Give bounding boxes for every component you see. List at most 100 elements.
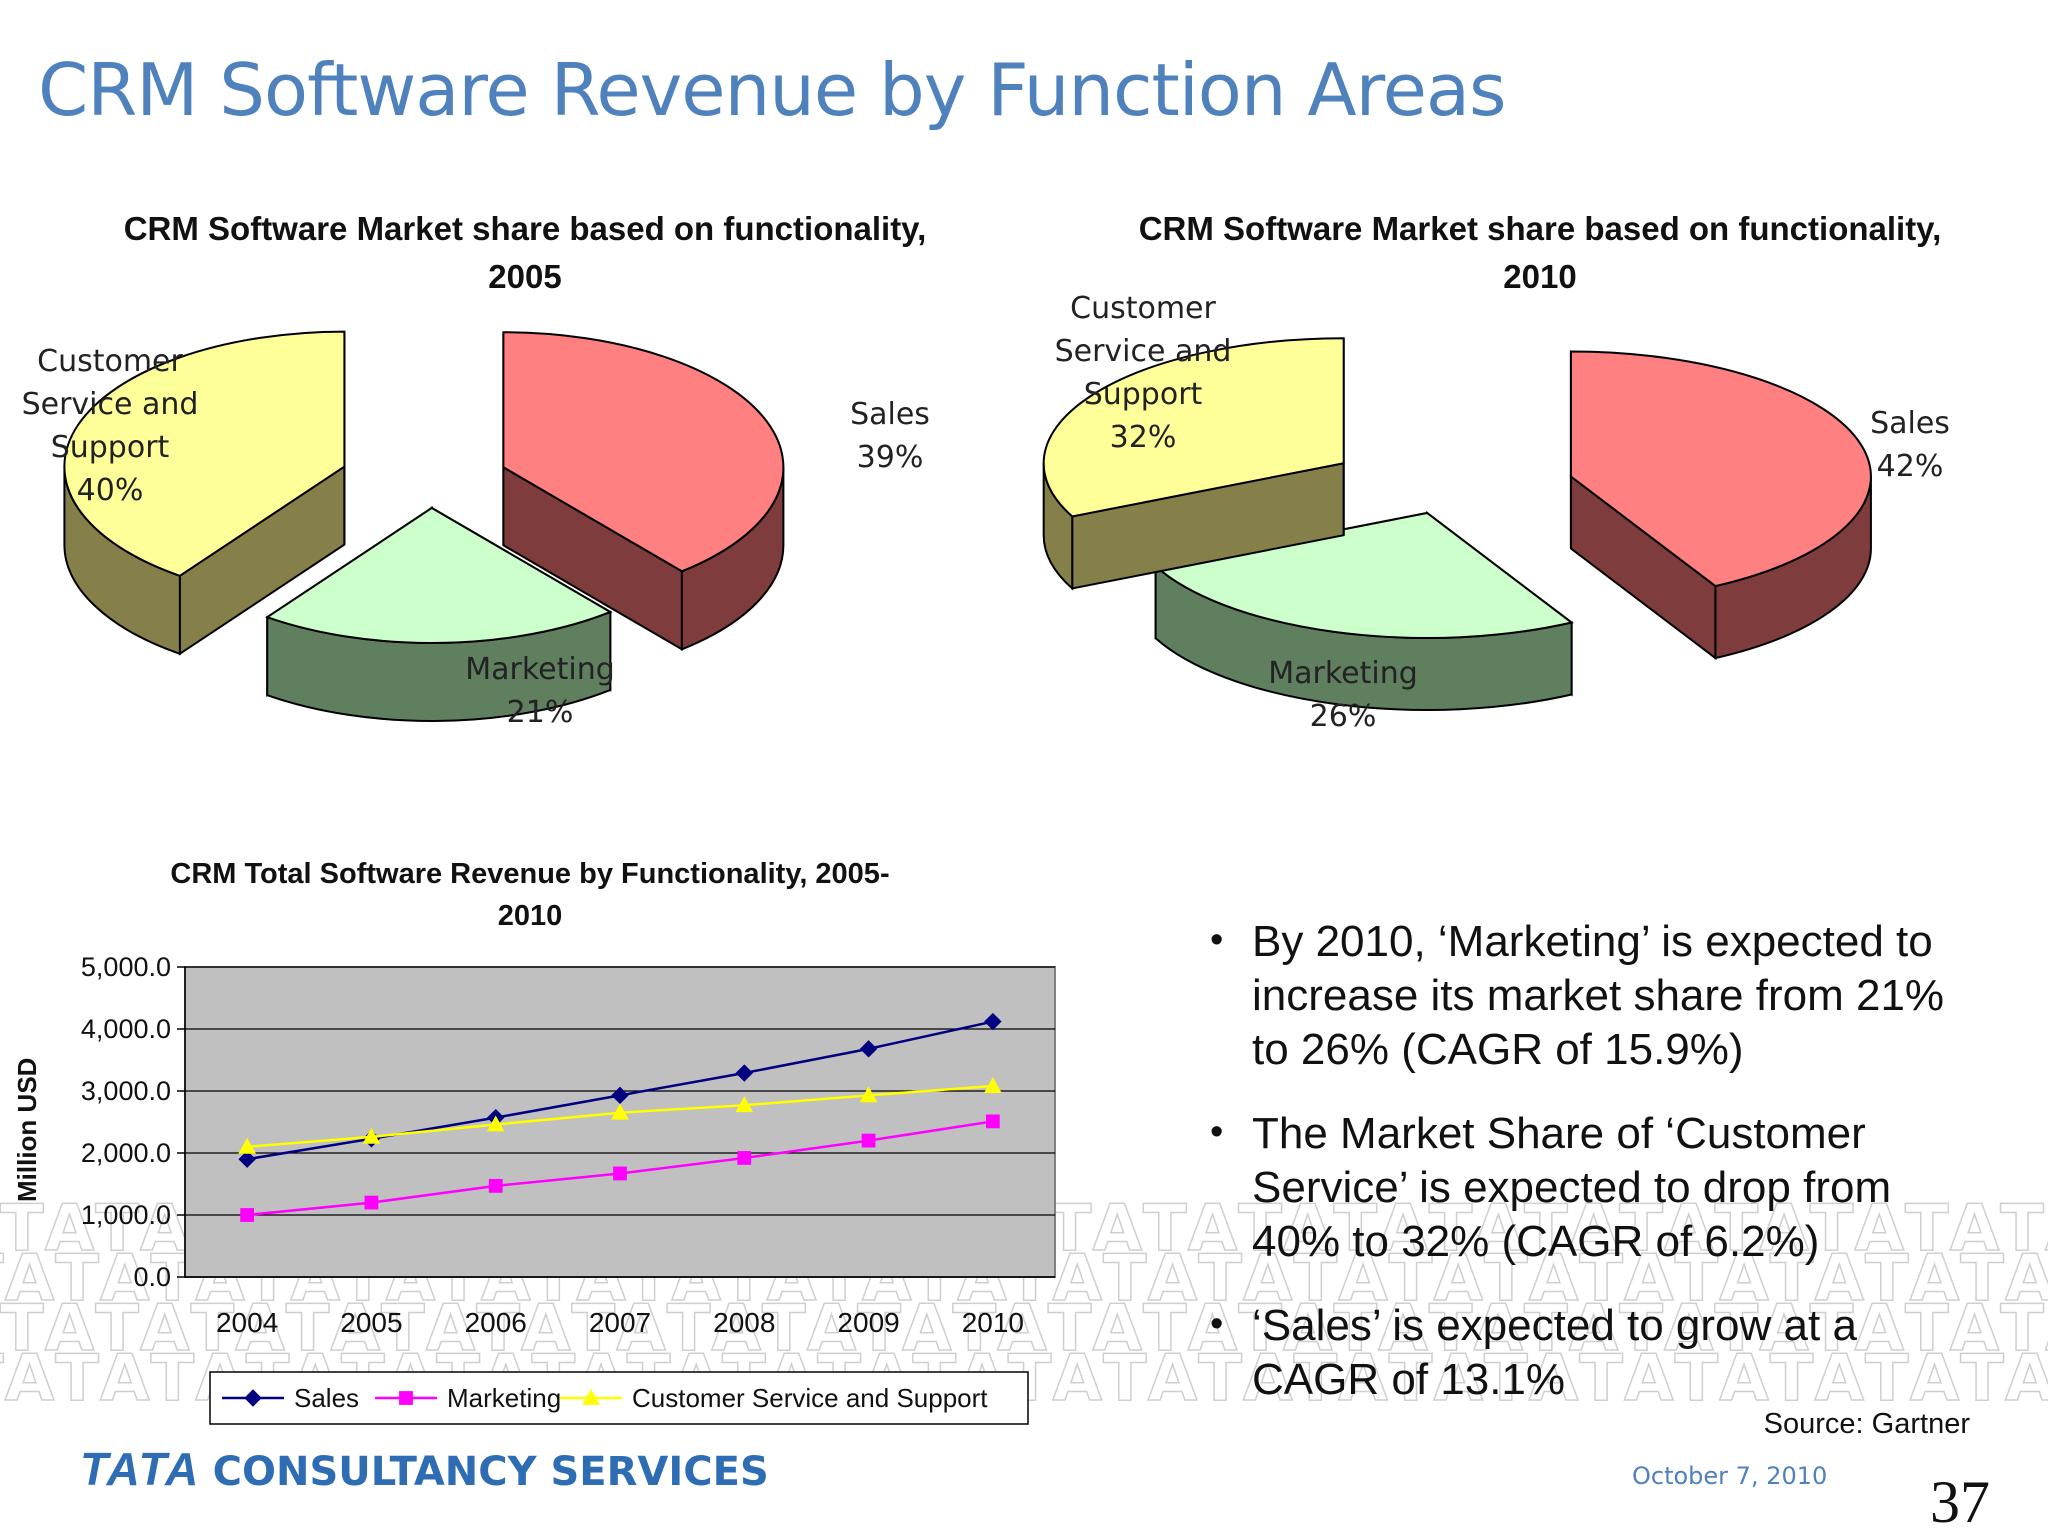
legend-item: Marketing bbox=[375, 1383, 561, 1413]
x-tick-label: 2006 bbox=[465, 1307, 527, 1338]
bullet-marketing: By 2010, ‘Marketing’ is expected to incr… bbox=[1210, 913, 1970, 1077]
pie-2010-label-customer-service: Customer Service and Support 32% bbox=[1043, 287, 1243, 459]
legend-item: Customer Service and Support bbox=[560, 1383, 988, 1413]
pie-slice-top bbox=[265, 506, 613, 644]
pie-label-line: Marketing bbox=[465, 652, 615, 687]
pie-slice-top bbox=[63, 330, 346, 577]
pie-label-line: 32% bbox=[1109, 420, 1177, 455]
pie-2005-label-marketing: Marketing 21% bbox=[440, 648, 640, 734]
pie-2005-title: CRM Software Market share based on funct… bbox=[60, 205, 990, 301]
pie-slice-top bbox=[1042, 337, 1345, 518]
pie-slice-top bbox=[1153, 511, 1574, 639]
pie-label-line: Customer bbox=[37, 344, 183, 379]
data-point-square bbox=[399, 1391, 413, 1405]
line-chart-title-line1: CRM Total Software Revenue by Functional… bbox=[170, 858, 890, 890]
pie-label-line: Customer bbox=[1070, 291, 1216, 326]
data-point-diamond bbox=[611, 1086, 629, 1105]
x-tick-label: 2010 bbox=[962, 1307, 1024, 1338]
data-point-triangle bbox=[582, 1388, 600, 1405]
pie-slice bbox=[63, 330, 346, 656]
data-point-triangle bbox=[984, 1077, 1002, 1093]
data-point-square bbox=[613, 1166, 627, 1181]
pie-label-line: Support bbox=[1083, 377, 1203, 412]
legend-label: Customer Service and Support bbox=[632, 1383, 988, 1413]
y-tick-label: 3,000.0 bbox=[81, 1076, 171, 1106]
pie-label-line: Service and bbox=[1054, 334, 1232, 369]
pie-label-line: 39% bbox=[856, 440, 924, 475]
pie-label-line: 42% bbox=[1876, 449, 1944, 484]
plot-area bbox=[184, 966, 1056, 1278]
pie-label-line: 26% bbox=[1309, 699, 1377, 734]
data-point-triangle bbox=[859, 1086, 878, 1103]
pie-slice bbox=[1153, 510, 1574, 711]
legend-label: Sales bbox=[294, 1383, 359, 1413]
data-point-triangle bbox=[238, 1137, 256, 1154]
legend-item: Sales bbox=[222, 1383, 359, 1413]
data-point-square bbox=[488, 1178, 503, 1193]
pie-label-line: Marketing bbox=[1268, 656, 1418, 691]
y-tick-label: 1,000.0 bbox=[81, 1200, 171, 1230]
pie-slice bbox=[502, 331, 785, 652]
y-tick-label: 4,000.0 bbox=[81, 1014, 171, 1044]
x-tick-label: 2004 bbox=[216, 1307, 278, 1338]
data-point-square bbox=[364, 1195, 379, 1210]
data-point-triangle bbox=[611, 1103, 629, 1120]
slide-date: October 7, 2010 bbox=[1632, 1462, 1828, 1490]
legend-label: Marketing bbox=[447, 1383, 561, 1413]
bullet-sales: ‘Sales’ is expected to grow at a CAGR of… bbox=[1210, 1297, 1970, 1407]
pie-2005-title-line2: 2005 bbox=[488, 258, 562, 295]
data-point-diamond bbox=[984, 1012, 1002, 1031]
data-point-square bbox=[861, 1133, 876, 1148]
data-point-square bbox=[985, 1114, 1000, 1129]
pie-2010-title: CRM Software Market share based on funct… bbox=[1080, 205, 2000, 301]
y-tick-label: 2,000.0 bbox=[81, 1138, 171, 1168]
x-tick-label: 2007 bbox=[589, 1307, 651, 1338]
x-tick-label: 2008 bbox=[713, 1307, 775, 1338]
pie-2010-title-line2: 2010 bbox=[1503, 258, 1577, 295]
pie-2005-label-sales: Sales 39% bbox=[820, 393, 960, 479]
bullet-customer-service: The Market Share of ‘Customer Service’ i… bbox=[1210, 1105, 1970, 1269]
data-point-triangle bbox=[362, 1127, 381, 1144]
line-chart-title-line2: 2010 bbox=[497, 900, 563, 932]
pie-slice-top bbox=[502, 331, 785, 573]
data-point-triangle bbox=[735, 1096, 754, 1113]
legend: Sales Marketing Customer Service and Suppo… bbox=[209, 1371, 1029, 1425]
data-point-square bbox=[737, 1151, 752, 1165]
pie-2010-title-line1: CRM Software Market share based on funct… bbox=[1138, 210, 1942, 247]
series-marketing bbox=[240, 1114, 1000, 1222]
data-point-triangle bbox=[486, 1115, 505, 1132]
pie-slice bbox=[1569, 350, 1872, 661]
pie-2005-title-line1: CRM Software Market share based on funct… bbox=[123, 210, 927, 247]
pie-label-line: 21% bbox=[506, 695, 574, 730]
pie-slice bbox=[1042, 337, 1345, 591]
pie-label-line: Sales bbox=[1870, 406, 1950, 441]
pie-label-line: Sales bbox=[850, 397, 930, 432]
bullet-list: By 2010, ‘Marketing’ is expected to incr… bbox=[1210, 913, 1970, 1437]
pie-slice-top bbox=[1569, 350, 1872, 588]
tcs-logo-name: CONSULTANCY SERVICES bbox=[212, 1449, 769, 1495]
line-chart-title: CRM Total Software Revenue by Functional… bbox=[100, 853, 960, 937]
pie-2010-label-sales: Sales 42% bbox=[1840, 402, 1980, 488]
data-point-diamond bbox=[244, 1389, 262, 1407]
tcs-logo: TATA CONSULTANCY SERVICES bbox=[80, 1442, 769, 1496]
pie-label-line: Support bbox=[50, 430, 170, 465]
page-number: 37 bbox=[1930, 1469, 1990, 1535]
data-point-diamond bbox=[859, 1040, 878, 1058]
pie-slice bbox=[265, 506, 613, 722]
x-tick-label: 2009 bbox=[837, 1307, 899, 1338]
x-tick-label: 2005 bbox=[340, 1307, 402, 1338]
y-tick-label: 0.0 bbox=[133, 1262, 171, 1292]
data-point-diamond bbox=[735, 1064, 753, 1082]
pie-label-line: Service and bbox=[21, 387, 199, 422]
slide-title: CRM Software Revenue by Function Areas bbox=[38, 48, 1507, 132]
pie-2010-label-marketing: Marketing 26% bbox=[1243, 652, 1443, 738]
pie-2005-label-customer-service: Customer Service and Support 40% bbox=[10, 340, 210, 512]
pie-label-line: 40% bbox=[76, 473, 144, 508]
y-tick-label: 5,000.0 bbox=[81, 952, 171, 982]
data-point-diamond bbox=[238, 1150, 256, 1168]
data-point-square bbox=[240, 1208, 255, 1222]
